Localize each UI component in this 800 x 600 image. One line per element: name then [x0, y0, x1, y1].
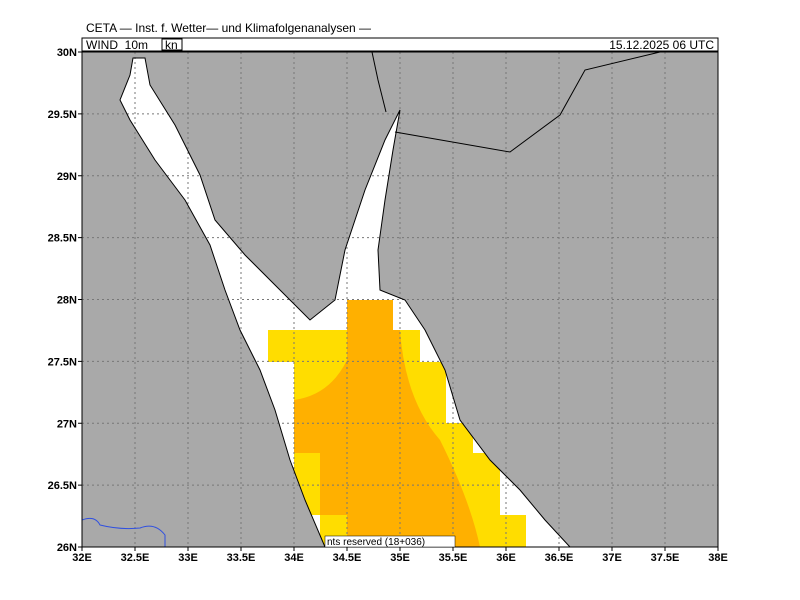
header-bar [81, 37, 719, 52]
x-tick-label: 34E [284, 552, 304, 564]
x-tick-label: 34.5E [333, 552, 362, 564]
borders [371, 51, 661, 153]
x-tick-label: 33E [178, 552, 198, 564]
unit-box [161, 38, 183, 51]
y-tick-label: 27N [57, 418, 77, 430]
coastline [119, 57, 572, 548]
y-tick-label: 28.5N [48, 233, 77, 245]
x-tick-label: 35.5E [439, 552, 468, 564]
lake [81, 517, 166, 547]
y-tick-label: 26.5N [48, 480, 77, 492]
unit: kn [165, 38, 178, 52]
x-tick-label: 36E [496, 552, 516, 564]
x-tick-label: 37E [602, 552, 622, 564]
x-tick-label: 32.5E [121, 552, 150, 564]
y-tick-label: 28N [57, 295, 77, 307]
x-tick-label: 33.5E [227, 552, 256, 564]
field-name: WIND_10m [86, 38, 148, 52]
x-tick-label: 32E [72, 552, 92, 564]
x-tick-label: 36.5E [545, 552, 574, 564]
y-tick-label: 29N [57, 171, 77, 183]
x-tick-label: 38E [708, 552, 728, 564]
footer-box [324, 535, 456, 548]
y-tick-label: 27.5N [48, 356, 77, 368]
y-tick-label: 29.5N [48, 109, 77, 121]
datetime: 15.12.2025 06 UTC [609, 38, 714, 52]
title: CETA — Inst. f. Wetter— und Klimafolgena… [86, 21, 371, 35]
x-tick-label: 35E [390, 552, 410, 564]
x-tick-label: 37.5E [651, 552, 680, 564]
footer: nts reserved (18+036) [327, 537, 425, 548]
y-tick-label: 30N [57, 47, 77, 59]
y-tick-label: 26N [57, 542, 77, 554]
